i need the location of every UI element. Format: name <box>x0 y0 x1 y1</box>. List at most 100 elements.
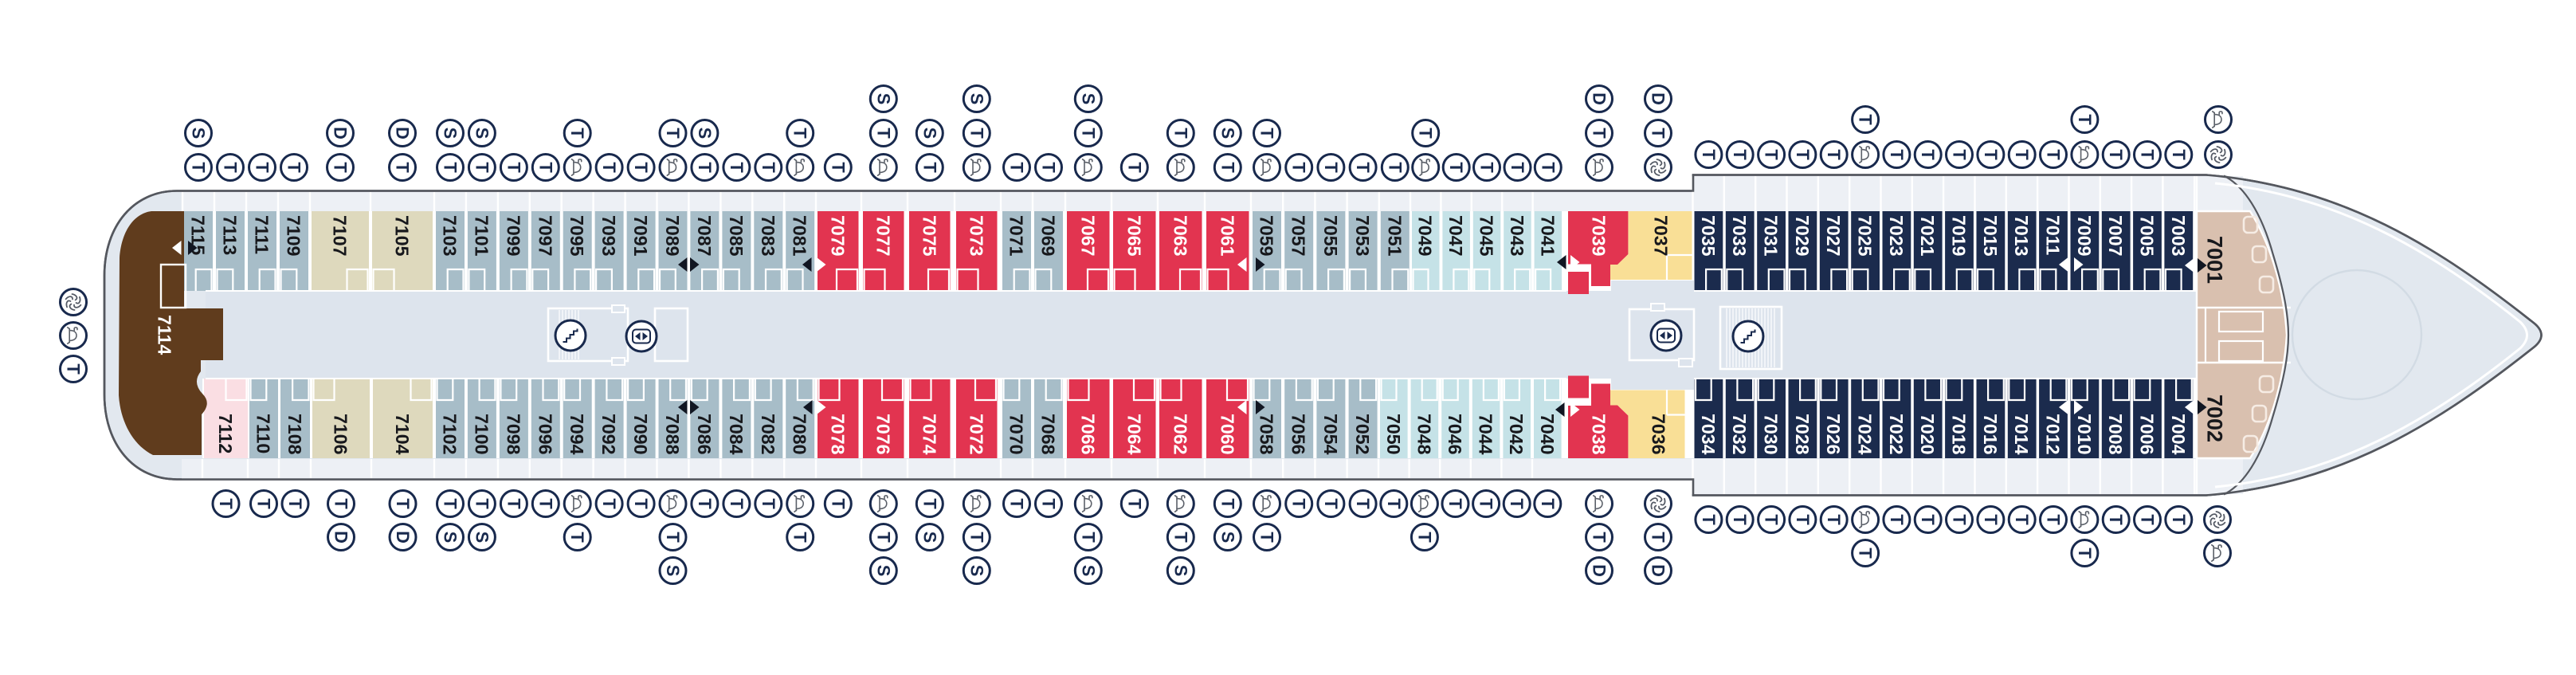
svg-text:T: T <box>1039 162 1059 173</box>
svg-text:T: T <box>1762 149 1782 160</box>
svg-text:7013: 7013 <box>2011 215 2032 257</box>
svg-text:7078: 7078 <box>827 414 848 455</box>
svg-text:T: T <box>285 498 305 509</box>
svg-text:T: T <box>790 532 810 543</box>
svg-text:T: T <box>873 128 893 139</box>
svg-text:7079: 7079 <box>827 215 848 257</box>
svg-text:T: T <box>441 498 461 509</box>
svg-text:T: T <box>1321 162 1341 173</box>
svg-text:7091: 7091 <box>630 215 651 257</box>
svg-text:7114: 7114 <box>155 315 175 355</box>
svg-text:7064: 7064 <box>1123 414 1144 455</box>
svg-text:T: T <box>331 162 351 173</box>
svg-text:T: T <box>919 498 939 509</box>
svg-text:7097: 7097 <box>535 215 555 257</box>
svg-text:S: S <box>695 128 715 139</box>
svg-text:7044: 7044 <box>1476 414 1496 455</box>
svg-text:7076: 7076 <box>872 414 893 455</box>
svg-text:T: T <box>966 128 986 139</box>
svg-text:T: T <box>254 498 274 509</box>
svg-text:T: T <box>759 162 778 173</box>
svg-text:7008: 7008 <box>2105 414 2126 455</box>
svg-text:T: T <box>216 498 236 509</box>
svg-text:7054: 7054 <box>1320 414 1341 455</box>
svg-text:S: S <box>441 532 461 544</box>
svg-text:7038: 7038 <box>1589 414 1610 455</box>
svg-text:7034: 7034 <box>1698 414 1719 455</box>
svg-text:T: T <box>189 162 209 173</box>
svg-text:7011: 7011 <box>2043 215 2064 255</box>
svg-text:T: T <box>1217 162 1237 173</box>
svg-text:S: S <box>472 128 492 139</box>
svg-text:T: T <box>790 128 810 139</box>
svg-text:T: T <box>331 498 351 509</box>
svg-text:7090: 7090 <box>630 414 651 455</box>
svg-text:T: T <box>1793 149 1813 160</box>
svg-text:7039: 7039 <box>1589 215 1610 257</box>
svg-text:7031: 7031 <box>1761 215 1782 257</box>
svg-text:7063: 7063 <box>1170 215 1190 257</box>
svg-text:7110: 7110 <box>253 414 274 453</box>
svg-text:7098: 7098 <box>503 414 523 455</box>
svg-text:T: T <box>2075 114 2095 125</box>
svg-text:S: S <box>472 532 492 544</box>
svg-text:S: S <box>873 93 893 105</box>
svg-text:T: T <box>2138 149 2158 160</box>
svg-text:T: T <box>1353 498 1373 509</box>
svg-text:7041: 7041 <box>1537 215 1558 257</box>
svg-text:T: T <box>1699 149 1719 160</box>
svg-text:7024: 7024 <box>1855 414 1876 455</box>
svg-text:7081: 7081 <box>790 215 810 257</box>
svg-text:7027: 7027 <box>1823 215 1844 257</box>
svg-text:T: T <box>631 162 651 173</box>
svg-text:7082: 7082 <box>758 414 778 455</box>
svg-text:T: T <box>1730 514 1750 525</box>
svg-text:S: S <box>919 532 939 544</box>
svg-text:T: T <box>1918 149 1938 160</box>
svg-text:7036: 7036 <box>1649 414 1669 455</box>
svg-text:T: T <box>1007 162 1027 173</box>
svg-text:T: T <box>1507 498 1527 509</box>
svg-text:T: T <box>1918 514 1938 525</box>
svg-text:S: S <box>966 565 986 577</box>
svg-text:7069: 7069 <box>1038 215 1059 257</box>
svg-text:7077: 7077 <box>872 215 893 257</box>
svg-text:T: T <box>1170 532 1190 543</box>
svg-text:7050: 7050 <box>1383 414 1404 455</box>
svg-text:T: T <box>1762 514 1782 525</box>
svg-text:T: T <box>1508 162 1527 173</box>
svg-text:7020: 7020 <box>1917 414 1938 455</box>
svg-text:T: T <box>2044 514 2064 525</box>
svg-text:T: T <box>1887 149 1907 160</box>
svg-text:7016: 7016 <box>1980 414 2001 455</box>
svg-text:7087: 7087 <box>694 215 715 257</box>
svg-text:T: T <box>663 532 683 543</box>
svg-text:7062: 7062 <box>1170 414 1190 455</box>
svg-text:S: S <box>189 128 209 139</box>
svg-text:T: T <box>1078 532 1098 543</box>
svg-text:7092: 7092 <box>598 414 619 455</box>
svg-text:7021: 7021 <box>1917 215 1938 257</box>
svg-text:7049: 7049 <box>1415 215 1436 257</box>
svg-text:7035: 7035 <box>1698 215 1719 257</box>
svg-text:T: T <box>2012 514 2032 525</box>
svg-text:7093: 7093 <box>598 215 619 257</box>
svg-text:T: T <box>1649 532 1668 543</box>
svg-text:7048: 7048 <box>1413 414 1434 455</box>
svg-text:T: T <box>441 162 461 173</box>
svg-text:T: T <box>1590 532 1610 543</box>
svg-text:T: T <box>1649 128 1668 139</box>
svg-text:S: S <box>1217 128 1237 139</box>
svg-text:T: T <box>828 498 848 509</box>
svg-text:T: T <box>727 162 747 173</box>
svg-text:T: T <box>393 498 413 509</box>
svg-text:7010: 7010 <box>2074 414 2095 455</box>
svg-text:7101: 7101 <box>471 215 492 257</box>
svg-text:7085: 7085 <box>726 215 747 257</box>
svg-text:T: T <box>567 532 587 543</box>
svg-text:7071: 7071 <box>1006 215 1027 257</box>
svg-text:T: T <box>663 128 683 139</box>
svg-text:7045: 7045 <box>1476 215 1497 257</box>
svg-text:T: T <box>599 162 619 173</box>
svg-text:T: T <box>631 498 651 509</box>
